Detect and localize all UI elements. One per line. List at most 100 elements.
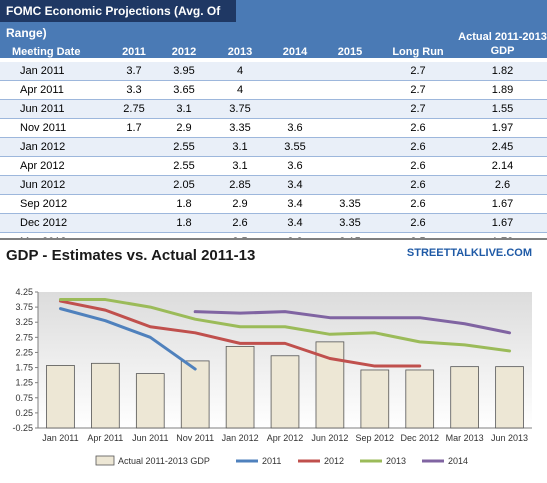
meeting-date-cell: Jun 2012 bbox=[0, 175, 112, 195]
gdp-bar bbox=[405, 369, 435, 429]
gdp-bar bbox=[46, 365, 75, 429]
x-tick-label: Dec 2012 bbox=[400, 433, 439, 443]
value-cell: 1.8 bbox=[156, 213, 212, 233]
y-tick-label: 2.25 bbox=[15, 347, 33, 357]
table-row: Apr 2012 2.55 3.1 3.6 2.6 2.14 bbox=[0, 156, 547, 176]
legend-label-2011: 2011 bbox=[262, 456, 281, 466]
meeting-date-cell: Jan 2012 bbox=[0, 137, 112, 157]
x-tick-label: Jan 2011 bbox=[42, 433, 78, 443]
value-cell: 2.6 bbox=[212, 213, 268, 233]
y-tick-label: 3.25 bbox=[15, 317, 33, 327]
table-row: Sep 2012 1.8 2.9 3.4 3.35 2.6 1.67 bbox=[0, 194, 547, 214]
y-tick-label: 1.75 bbox=[15, 363, 33, 373]
x-tick-label: Apr 2011 bbox=[87, 433, 123, 443]
value-cell: 1.97 bbox=[458, 118, 547, 138]
value-cell: 1.89 bbox=[458, 80, 547, 100]
gdp-bar bbox=[270, 355, 300, 429]
column-header-2011: 2011 bbox=[122, 46, 146, 58]
table-row: Nov 2011 1.7 2.9 3.35 3.6 2.6 1.97 bbox=[0, 118, 547, 138]
gdp-chart-panel: GDP - Estimates vs. Actual 2011-13 STREET… bbox=[0, 238, 547, 480]
value-cell: 2.6 bbox=[458, 175, 547, 195]
x-tick-label: Nov 2011 bbox=[176, 433, 214, 443]
value-cell bbox=[322, 62, 378, 81]
value-cell: 2.6 bbox=[378, 213, 458, 233]
value-cell: 3.35 bbox=[322, 194, 378, 214]
series-line-2012 bbox=[58, 299, 422, 368]
gdp-bar bbox=[135, 373, 165, 429]
value-cell bbox=[322, 118, 378, 138]
table-row: Dec 2012 1.8 2.6 3.4 3.35 2.6 1.67 bbox=[0, 213, 547, 233]
meeting-date-cell: Sep 2012 bbox=[0, 194, 112, 214]
gdp-bar bbox=[91, 362, 120, 429]
gdp-bar bbox=[360, 369, 390, 429]
value-cell: 3.95 bbox=[156, 62, 212, 81]
value-cell: 4 bbox=[212, 62, 268, 81]
value-cell bbox=[112, 194, 156, 214]
table-row: Jan 2012 2.55 3.1 3.55 2.6 2.45 bbox=[0, 137, 547, 157]
value-cell: 2.05 bbox=[156, 175, 212, 195]
x-tick-label: Apr 2012 bbox=[267, 433, 304, 443]
value-cell: 2.9 bbox=[156, 118, 212, 138]
value-cell: 1.7 bbox=[112, 118, 156, 138]
table-row: Jun 2012 2.05 2.85 3.4 2.6 2.6 bbox=[0, 175, 547, 195]
gdp-bar bbox=[495, 366, 524, 429]
value-cell: 3.4 bbox=[268, 175, 322, 195]
x-tick-label: Jun 2011 bbox=[132, 433, 168, 443]
table-header-band bbox=[0, 0, 547, 58]
y-tick-label: 0.25 bbox=[15, 408, 33, 418]
series-line-2011 bbox=[58, 307, 197, 371]
value-cell: 1.82 bbox=[458, 62, 547, 81]
value-cell bbox=[112, 175, 156, 195]
value-cell: 3.1 bbox=[156, 99, 212, 119]
value-cell bbox=[268, 62, 322, 81]
value-cell: 2.75 bbox=[112, 99, 156, 119]
series-line-2013 bbox=[58, 298, 512, 353]
meeting-date-cell: Apr 2011 bbox=[0, 80, 112, 100]
table-title: FOMC Economic Projections (Avg. Of Range… bbox=[0, 0, 236, 40]
value-cell bbox=[112, 137, 156, 157]
column-header-actual-gdp: Actual 2011-2013 GDP bbox=[458, 31, 547, 57]
value-cell bbox=[322, 156, 378, 176]
gdp-bar bbox=[225, 346, 255, 429]
column-header-meeting-date: Meeting Date bbox=[12, 46, 81, 58]
value-cell bbox=[112, 213, 156, 233]
value-cell: 3.3 bbox=[112, 80, 156, 100]
value-cell: 2.14 bbox=[458, 156, 547, 176]
series-line-2014 bbox=[193, 310, 512, 335]
value-cell: 3.35 bbox=[322, 213, 378, 233]
meeting-date-cell: Nov 2011 bbox=[0, 118, 112, 138]
x-tick-label: Jun 2012 bbox=[311, 433, 348, 443]
value-cell: 2.9 bbox=[212, 194, 268, 214]
value-cell: 1.67 bbox=[458, 213, 547, 233]
value-cell: 1.55 bbox=[458, 99, 547, 119]
value-cell: 2.6 bbox=[378, 175, 458, 195]
value-cell: 3.55 bbox=[268, 137, 322, 157]
table-row: Jun 2011 2.75 3.1 3.75 2.7 1.55 bbox=[0, 99, 547, 119]
table-row: Apr 2011 3.3 3.65 4 2.7 1.89 bbox=[0, 80, 547, 100]
value-cell bbox=[322, 137, 378, 157]
x-tick-label: Mar 2013 bbox=[446, 433, 484, 443]
y-tick-label: 3.75 bbox=[15, 302, 33, 312]
value-cell bbox=[322, 99, 378, 119]
value-cell: 3.6 bbox=[268, 118, 322, 138]
table-header-row: Meeting Date 2011 2012 2013 2014 2015 Lo… bbox=[0, 22, 547, 62]
column-header-long-run: Long Run bbox=[392, 46, 444, 58]
column-header-2014: 2014 bbox=[282, 46, 308, 58]
value-cell: 3.75 bbox=[212, 99, 268, 119]
value-cell: 2.55 bbox=[156, 137, 212, 157]
gdp-chart: GDP - Estimates vs. Actual 2011-13 STREET… bbox=[6, 247, 532, 466]
value-cell: 2.6 bbox=[378, 194, 458, 214]
chart-title: GDP - Estimates vs. Actual 2011-13 bbox=[6, 247, 255, 264]
meeting-date-cell: Jan 2011 bbox=[0, 62, 112, 81]
value-cell: 3.65 bbox=[156, 80, 212, 100]
fomc-table-panel: FOMC Economic Projections (Avg. Of Range… bbox=[0, 0, 547, 271]
value-cell bbox=[112, 156, 156, 176]
value-cell: 2.6 bbox=[378, 137, 458, 157]
value-cell: 1.67 bbox=[458, 194, 547, 214]
table-row: Jan 2011 3.7 3.95 4 2.7 1.82 bbox=[0, 62, 547, 81]
watermark-text: STREETTALKLIVE.COM bbox=[407, 247, 532, 259]
value-cell: 2.6 bbox=[378, 118, 458, 138]
meeting-date-cell: Dec 2012 bbox=[0, 213, 112, 233]
value-cell: 3.4 bbox=[268, 194, 322, 214]
value-cell bbox=[322, 175, 378, 195]
